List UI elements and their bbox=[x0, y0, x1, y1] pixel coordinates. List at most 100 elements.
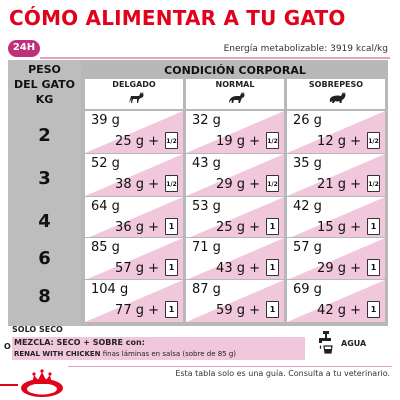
dry-amount: 35 g bbox=[293, 156, 322, 171]
column-header-thin: DELGADO bbox=[85, 79, 183, 109]
feeding-cell-overweight: 35 g 21 g + 1/2 bbox=[287, 154, 385, 196]
pouch-quantity: 1 bbox=[269, 305, 276, 314]
brand-accent-line bbox=[0, 384, 18, 386]
pouch-icon: 1 bbox=[367, 259, 380, 276]
24h-label: 24H bbox=[12, 42, 36, 53]
dry-amount: 69 g bbox=[293, 282, 322, 297]
pouch-quantity: 1/2 bbox=[166, 138, 177, 145]
pouch-quantity: 1/2 bbox=[267, 138, 278, 145]
mix-triangle bbox=[186, 280, 284, 322]
mix-triangle bbox=[289, 238, 385, 279]
feeding-cell-normal: 87 g 59 g + 1 bbox=[186, 280, 284, 322]
pouch-icon: 1/2 bbox=[266, 175, 279, 192]
page-title: CÓMO ALIMENTAR A TU GATO bbox=[9, 6, 346, 30]
feeding-cell-thin: 39 g 25 g + 1/2 bbox=[85, 111, 183, 153]
pouch-quantity: 1 bbox=[370, 222, 377, 231]
column-label-thin: DELGADO bbox=[112, 80, 156, 89]
pouch-icon: 1/2 bbox=[367, 175, 380, 192]
pouch-quantity: 1 bbox=[168, 222, 175, 231]
weight-header-line1: PESO bbox=[28, 63, 61, 76]
dry-amount: 42 g bbox=[293, 199, 322, 214]
feeding-cell-normal: 32 g 19 g + 1/2 bbox=[186, 111, 284, 153]
feeding-cell-normal: 43 g 29 g + 1/2 bbox=[186, 154, 284, 196]
dry-amount: 87 g bbox=[192, 282, 221, 297]
mix-legend: MEZCLA: SECO + SOBRE con: RENAL WITH CHI… bbox=[12, 333, 305, 361]
or-label: O bbox=[4, 342, 11, 351]
feeding-cell-normal: 53 g 25 g + 1 bbox=[186, 197, 284, 237]
dry-amount: 57 g bbox=[293, 240, 322, 255]
mix-amount: 19 g + bbox=[216, 134, 260, 149]
mix-amount: 42 g + bbox=[317, 303, 361, 318]
dry-amount: 104 g bbox=[91, 282, 129, 297]
pouch-icon: 1 bbox=[266, 218, 279, 235]
weight-value: 6 bbox=[38, 248, 51, 269]
mix-triangle bbox=[85, 154, 183, 196]
water-label: AGUA bbox=[341, 339, 367, 348]
mix-amount: 38 g + bbox=[115, 177, 159, 192]
mix-amount: 15 g + bbox=[317, 220, 361, 235]
pouch-quantity: 1 bbox=[269, 222, 276, 231]
normal-cat-icon bbox=[229, 92, 245, 103]
mix-amount: 21 g + bbox=[317, 177, 361, 192]
pouch-quantity: 1 bbox=[168, 305, 175, 314]
pouch-quantity: 1 bbox=[370, 305, 377, 314]
condition-header: CONDICIÓN CORPORAL bbox=[164, 64, 306, 77]
mix-amount: 77 g + bbox=[115, 303, 159, 318]
mix-amount: 12 g + bbox=[317, 134, 361, 149]
column-label-normal: NORMAL bbox=[215, 80, 255, 89]
mix-triangle bbox=[188, 238, 284, 279]
pouch-quantity: 1 bbox=[168, 263, 175, 272]
pouch-icon: 1 bbox=[367, 218, 380, 235]
mix-triangle bbox=[287, 154, 385, 196]
pouch-icon: 1 bbox=[165, 218, 178, 235]
weight-value: 8 bbox=[38, 286, 51, 307]
weight-value: 4 bbox=[38, 211, 51, 232]
pouch-icon: 1 bbox=[266, 301, 279, 318]
product-description: finas láminas en salsa (sobre de 85 g) bbox=[100, 350, 237, 358]
product-name: RENAL WITH CHICKEN bbox=[14, 350, 101, 358]
mix-triangle bbox=[186, 111, 284, 153]
pouch-icon: 1 bbox=[266, 259, 279, 276]
mix-triangle bbox=[190, 197, 284, 237]
mix-amount: 25 g + bbox=[115, 134, 159, 149]
pouch-quantity: 1/2 bbox=[267, 181, 278, 188]
pouch-quantity: 1/2 bbox=[368, 138, 379, 145]
feeding-cell-normal: 71 g 43 g + 1 bbox=[186, 238, 284, 279]
feeding-cell-thin: 64 g 36 g + 1 bbox=[85, 197, 183, 237]
dry-only-label: SOLO SECO bbox=[12, 325, 63, 334]
disclaimer: Esta tabla solo es una guía. Consulta a … bbox=[175, 369, 390, 378]
mix-triangle bbox=[287, 111, 385, 153]
water-tap-icon bbox=[319, 331, 333, 354]
dry-amount: 71 g bbox=[192, 240, 221, 255]
dry-amount: 64 g bbox=[91, 199, 120, 214]
royal-canin-logo bbox=[21, 369, 63, 397]
pouch-quantity: 1 bbox=[370, 263, 377, 272]
dry-amount: 32 g bbox=[192, 113, 221, 128]
column-label-overweight: SOBREPESO bbox=[308, 80, 364, 89]
mix-label: MEZCLA: SECO + SOBRE con: bbox=[14, 338, 145, 347]
mix-triangle bbox=[186, 154, 284, 196]
mix-amount: 29 g + bbox=[216, 177, 260, 192]
dry-amount: 53 g bbox=[192, 199, 221, 214]
pouch-icon: 1/2 bbox=[367, 132, 380, 149]
feeding-cell-overweight: 57 g 29 g + 1 bbox=[287, 238, 385, 279]
feeding-cell-overweight: 42 g 15 g + 1 bbox=[287, 197, 385, 237]
mix-amount: 25 g + bbox=[216, 220, 260, 235]
pouch-icon: 1/2 bbox=[165, 175, 178, 192]
dry-amount: 52 g bbox=[91, 156, 120, 171]
mix-triangle bbox=[287, 280, 385, 322]
column-header-normal: NORMAL bbox=[186, 79, 284, 109]
pouch-quantity: 1/2 bbox=[166, 181, 177, 188]
mix-amount: 43 g + bbox=[216, 261, 260, 276]
mix-amount: 29 g + bbox=[317, 261, 361, 276]
weight-column bbox=[8, 60, 81, 326]
pouch-quantity: 1/2 bbox=[368, 181, 379, 188]
mix-triangle bbox=[85, 111, 183, 153]
feeding-cell-thin: 85 g 57 g + 1 bbox=[85, 238, 183, 279]
feeding-cell-overweight: 69 g 42 g + 1 bbox=[287, 280, 385, 322]
thin-cat-icon bbox=[129, 92, 144, 103]
feeding-cell-thin: 52 g 38 g + 1/2 bbox=[85, 154, 183, 196]
feeding-cell-thin: 104 g 77 g + 1 bbox=[85, 280, 183, 322]
energy-value: Energía metabolizable: 3919 kcal/kg bbox=[223, 44, 388, 54]
header-divider bbox=[40, 57, 390, 59]
